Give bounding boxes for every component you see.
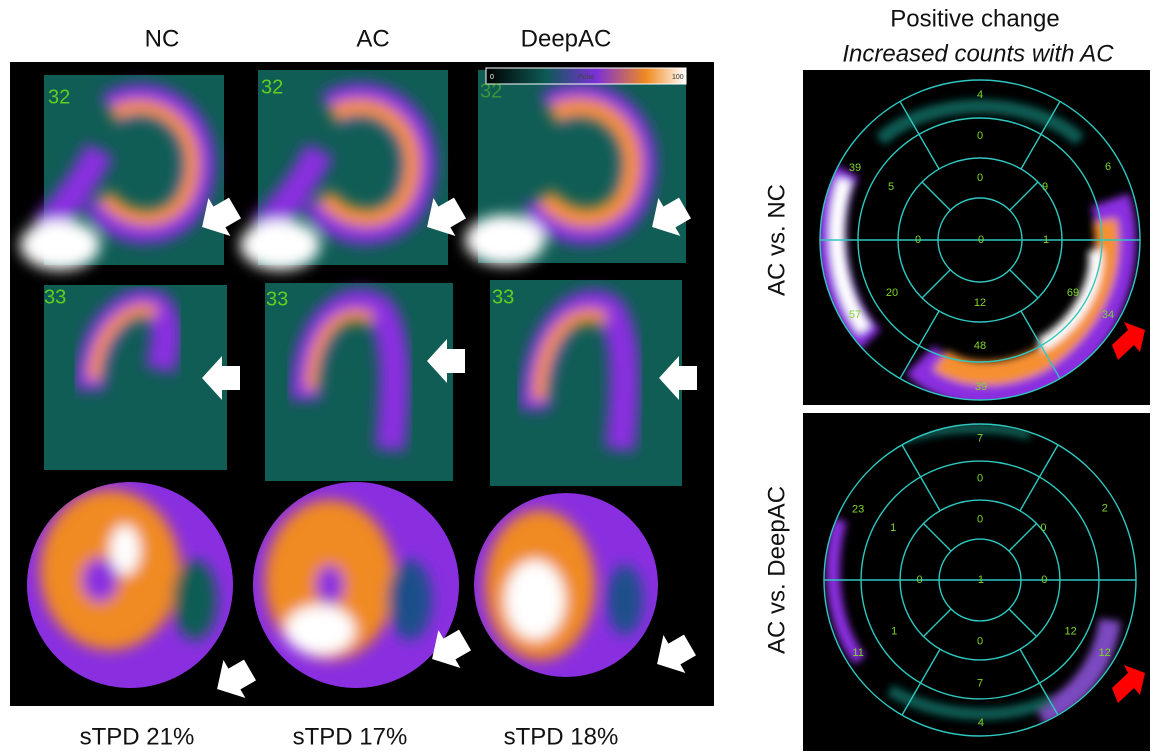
segment-value: 23 bbox=[852, 504, 864, 516]
slice-label: 32 bbox=[261, 76, 283, 98]
segment-value: 12 bbox=[1099, 647, 1111, 659]
segment-value: 11 bbox=[852, 647, 863, 659]
segment-value: 0 bbox=[1041, 574, 1047, 586]
right-subtitle: Increased counts with AC bbox=[842, 40, 1114, 67]
score: sTPD 17% bbox=[293, 723, 408, 750]
segment-value: 0 bbox=[977, 635, 983, 647]
segment-value: 39 bbox=[849, 162, 861, 174]
segment-value: 4 bbox=[978, 717, 984, 729]
slice-label: 32 bbox=[480, 80, 502, 102]
segment-value: 0 bbox=[977, 172, 983, 184]
segment-value: 1 bbox=[890, 522, 896, 534]
segment-value: 12 bbox=[1065, 626, 1077, 638]
column-header: AC bbox=[356, 25, 389, 52]
segment-value: 34 bbox=[1102, 309, 1114, 321]
segment-value: 6 bbox=[1105, 161, 1111, 173]
right-title: Positive change bbox=[890, 5, 1059, 32]
segment-value: 20 bbox=[886, 287, 898, 299]
segment-value: 0 bbox=[916, 574, 922, 586]
slice-label: 33 bbox=[266, 288, 288, 310]
segment-value: 0 bbox=[978, 234, 984, 246]
segment-value: 0 bbox=[977, 130, 983, 142]
segment-value: 1 bbox=[1043, 234, 1049, 246]
segment-value: 0 bbox=[977, 473, 983, 485]
segment-value: 48 bbox=[974, 340, 986, 352]
column-header: DeepAC bbox=[521, 25, 612, 52]
segment-value: 7 bbox=[977, 677, 983, 689]
segment-value: 69 bbox=[1067, 287, 1079, 299]
polar-label: AC vs. DeepAC bbox=[763, 486, 790, 654]
segment-value: 57 bbox=[849, 309, 861, 321]
segment-value: 1 bbox=[978, 574, 984, 586]
segment-value: 0 bbox=[977, 513, 983, 525]
segment-value: 5 bbox=[888, 181, 894, 193]
segment-value: 2 bbox=[1102, 503, 1108, 515]
slice-label: 32 bbox=[48, 86, 70, 108]
segment-value: 12 bbox=[974, 297, 986, 309]
segment-value: 9 bbox=[1042, 181, 1048, 193]
score: sTPD 21% bbox=[80, 723, 195, 750]
slice-label: 33 bbox=[44, 286, 66, 308]
image-grid bbox=[20, 68, 701, 708]
segment-value: 39 bbox=[975, 381, 987, 393]
segment-value: 7 bbox=[977, 433, 983, 445]
polar-panel bbox=[803, 413, 1150, 751]
colorbar-max: 100 bbox=[672, 74, 684, 81]
segment-value: 1 bbox=[891, 626, 897, 638]
colorbar-name: Polar bbox=[578, 74, 595, 81]
score: sTPD 18% bbox=[504, 723, 619, 750]
figure: NC AC DeepAC Positive change Increased c… bbox=[0, 0, 1154, 751]
polar-label: AC vs. NC bbox=[763, 184, 790, 296]
segment-value: 4 bbox=[977, 89, 983, 101]
segment-value: 0 bbox=[1040, 522, 1046, 534]
segment-value: 0 bbox=[915, 234, 921, 246]
slice-label: 33 bbox=[492, 286, 514, 308]
column-header: NC bbox=[145, 25, 180, 52]
